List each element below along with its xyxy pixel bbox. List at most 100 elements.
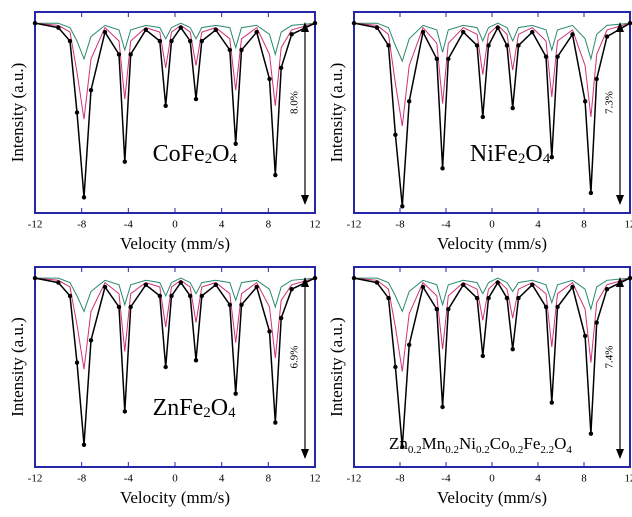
data-point: [157, 38, 163, 44]
data-point: [227, 47, 233, 53]
data-point: [588, 190, 594, 196]
spectrum-line: [354, 277, 631, 313]
arrow-head: [616, 195, 624, 205]
data-point: [510, 347, 515, 352]
data-point: [67, 293, 73, 299]
spectrum-line: [34, 277, 316, 445]
data-point: [32, 275, 38, 281]
data-point: [143, 282, 149, 287]
spectrum-line: [34, 277, 316, 370]
label-text: O: [554, 434, 566, 453]
label-text: O: [211, 395, 228, 421]
x-tick-label: 0: [172, 473, 178, 485]
x-tick-label: -8: [77, 219, 87, 231]
arrow-head: [301, 22, 309, 32]
data-point: [570, 284, 575, 290]
data-point: [312, 275, 318, 281]
data-point: [604, 287, 610, 292]
x-tick-label: 4: [535, 473, 541, 485]
data-point: [178, 280, 184, 285]
label-subscript: 4: [229, 151, 237, 167]
data-point: [213, 27, 219, 33]
data-point: [289, 32, 294, 37]
data-point: [446, 307, 451, 312]
scale-annotation: 7.3%: [604, 91, 616, 114]
data-point: [351, 20, 357, 26]
data-point: [278, 315, 284, 321]
x-tick-label: 12: [310, 219, 321, 231]
x-tick-label: 4: [535, 219, 541, 231]
data-point: [480, 353, 485, 359]
scale-annotation: 8.0%: [289, 91, 301, 114]
x-tick-label: 12: [625, 473, 632, 485]
data-point: [32, 20, 38, 26]
arrow-head: [301, 277, 309, 287]
label-subscript: 0.2: [445, 444, 459, 456]
data-point: [122, 409, 128, 414]
data-point: [446, 56, 451, 62]
data-point: [193, 96, 199, 102]
data-point: [474, 295, 480, 301]
label-text: CoFe: [153, 141, 205, 167]
data-point: [530, 29, 535, 35]
x-tick-label: 4: [219, 473, 225, 485]
y-axis-label: Intensity (a.u.): [8, 317, 27, 417]
data-point: [400, 444, 405, 450]
x-tick-label: 8: [581, 473, 587, 485]
data-point: [143, 27, 149, 33]
data-point: [278, 65, 284, 71]
compound-label: Zn0.2Mn0.2Ni0.2Co0.2Fe2.2O4: [389, 434, 572, 456]
data-point: [486, 43, 491, 48]
data-point: [393, 132, 398, 138]
data-point: [570, 32, 575, 37]
data-point: [267, 76, 272, 82]
label-subscript: 2: [203, 405, 211, 421]
y-axis-label: Intensity (a.u.): [8, 63, 27, 163]
data-point: [486, 295, 491, 301]
data-point: [81, 442, 87, 447]
data-point: [273, 172, 278, 178]
spectrum-line: [354, 22, 631, 63]
data-point: [88, 338, 94, 343]
data-point: [163, 364, 168, 370]
spectrum-line: [353, 277, 631, 372]
data-point: [504, 43, 510, 48]
data-point: [178, 25, 184, 30]
data-point: [407, 99, 412, 104]
x-tick-label: -4: [124, 219, 134, 231]
label-text: Mn: [422, 434, 446, 453]
data-point: [461, 29, 466, 35]
data-point: [582, 99, 588, 104]
spectrum-line: [353, 22, 631, 126]
data-point: [504, 295, 510, 301]
arrow-head: [301, 195, 309, 205]
label-subscript: 0.2: [408, 444, 422, 456]
x-tick-label: 8: [266, 473, 272, 485]
spectrum-line: [35, 277, 316, 313]
data-point: [233, 141, 238, 146]
data-point: [627, 275, 632, 281]
data-point: [588, 431, 594, 436]
compound-label: CoFe2O4: [153, 141, 238, 168]
data-point: [74, 360, 80, 365]
data-point: [420, 284, 426, 290]
data-point: [543, 304, 549, 310]
x-tick-label: 0: [172, 219, 178, 231]
x-tick-label: 4: [219, 219, 225, 231]
spectrum-line: [34, 22, 316, 120]
label-subscript: 0.2: [476, 444, 490, 456]
data-point: [74, 110, 80, 115]
data-point: [187, 38, 193, 44]
data-point: [169, 38, 174, 44]
x-tick-label: -12: [347, 473, 362, 485]
data-point: [474, 43, 480, 48]
x-tick-label: -8: [77, 473, 87, 485]
data-point: [543, 54, 549, 59]
label-subscript: 4: [543, 151, 551, 167]
spectrum-line: [353, 277, 631, 448]
spectrum-line: [35, 22, 316, 61]
data-point: [163, 103, 168, 109]
data-point: [56, 280, 61, 285]
data-point: [582, 333, 588, 339]
x-tick-label: -8: [395, 219, 405, 231]
